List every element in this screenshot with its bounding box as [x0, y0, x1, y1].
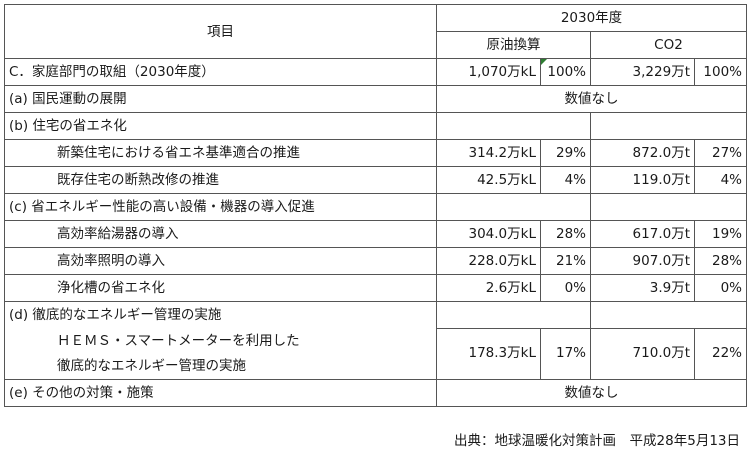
table-row: 新築住宅における省エネ基準適合の推進 314.2万kL 29% 872.0万t …: [4, 139, 747, 167]
header-row-1: 項目 2030年度: [4, 4, 747, 59]
empty-cell: [590, 301, 747, 329]
table-row: (a) 国民運動の展開 数値なし: [4, 85, 747, 113]
co2-percent: 100%: [694, 58, 747, 86]
co2-percent: 22%: [694, 328, 747, 380]
source-citation: 出典：地球温暖化対策計画 平成28年5月13日: [454, 433, 740, 449]
oil-value: 42.5万kL: [436, 166, 541, 194]
oil-value: 178.3万kL: [436, 328, 541, 380]
co2-percent: 4%: [694, 166, 747, 194]
header-row-2: 原油換算 CO2: [5, 31, 747, 59]
row-label: (a) 国民運動の展開: [4, 85, 437, 113]
oil-value: 314.2万kL: [436, 139, 541, 167]
co2-percent: 27%: [694, 139, 747, 167]
co2-value: 710.0万t: [590, 328, 695, 380]
oil-percent: 100%: [540, 58, 591, 86]
empty-cell: [436, 193, 591, 221]
empty-cell: [590, 112, 747, 140]
co2-value: 907.0万t: [590, 247, 695, 275]
empty-cell: [590, 193, 747, 221]
co2-value: 3,229万t: [590, 58, 695, 86]
co2-percent: 28%: [694, 247, 747, 275]
oil-value: 304.0万kL: [436, 220, 541, 248]
table-row: 浄化槽の省エネ化 2.6万kL 0% 3.9万t 0%: [4, 274, 747, 302]
table-row: ＨＥＭＳ・スマートメーターを利用した 178.3万kL 17% 710.0万t …: [4, 328, 747, 380]
header-co2: CO2: [590, 31, 747, 59]
co2-percent: 19%: [694, 220, 747, 248]
co2-value: 617.0万t: [590, 220, 695, 248]
row-label: 新築住宅における省エネ基準適合の推進: [4, 139, 437, 167]
table-row: (b) 住宅の省エネ化: [4, 112, 747, 140]
measures-table: 項目 2030年度 原油換算 CO2 C．家庭部門の取組（2030年度） 1,0…: [4, 4, 747, 407]
table-row: 既存住宅の断熱改修の推進 42.5万kL 4% 119.0万t 4%: [4, 166, 747, 194]
row-label: (c) 省エネルギー性能の高い設備・機器の導入促進: [4, 193, 437, 221]
oil-percent: 21%: [540, 247, 591, 275]
oil-value: 2.6万kL: [436, 274, 541, 302]
oil-value: 228.0万kL: [436, 247, 541, 275]
table-row: (c) 省エネルギー性能の高い設備・機器の導入促進: [4, 193, 747, 221]
row-label: 浄化槽の省エネ化: [4, 274, 437, 302]
row-label: (d) 徹底的なエネルギー管理の実施: [4, 301, 437, 329]
row-label-line-2: 徹底的なエネルギー管理の実施: [4, 353, 437, 380]
oil-percent: 28%: [540, 220, 591, 248]
oil-value: 1,070万kL: [436, 58, 541, 86]
row-label: C．家庭部門の取組（2030年度）: [4, 58, 437, 86]
oil-percent: 4%: [540, 166, 591, 194]
oil-percent: 17%: [540, 328, 591, 380]
table-row: 高効率照明の導入 228.0万kL 21% 907.0万t 28%: [4, 247, 747, 275]
header-oil: 原油換算: [436, 31, 591, 59]
co2-percent: 0%: [694, 274, 747, 302]
table-row: (e) その他の対策・施策 数値なし: [4, 378, 747, 407]
table-row: (d) 徹底的なエネルギー管理の実施: [4, 301, 747, 329]
row-label: (e) その他の対策・施策: [4, 378, 437, 407]
row-label: 高効率給湯器の導入: [4, 220, 437, 248]
table-row: 高効率給湯器の導入 304.0万kL 28% 617.0万t 19%: [4, 220, 747, 248]
row-label: 既存住宅の断熱改修の推進: [4, 166, 437, 194]
co2-value: 3.9万t: [590, 274, 695, 302]
co2-value: 119.0万t: [590, 166, 695, 194]
co2-value: 872.0万t: [590, 139, 695, 167]
oil-percent: 0%: [540, 274, 591, 302]
header-year: 2030年度: [436, 4, 747, 32]
empty-cell: [436, 301, 591, 329]
row-label: 高効率照明の導入: [4, 247, 437, 275]
row-label: (b) 住宅の省エネ化: [4, 112, 437, 140]
header-item: 項目: [4, 4, 437, 59]
row-label-line-1: ＨＥＭＳ・スマートメーターを利用した: [4, 328, 437, 354]
no-value-note: 数値なし: [436, 85, 747, 113]
table-row: C．家庭部門の取組（2030年度） 1,070万kL 100% 3,229万t …: [4, 58, 747, 86]
oil-percent: 29%: [540, 139, 591, 167]
no-value-note: 数値なし: [436, 378, 747, 407]
empty-cell: [436, 112, 591, 140]
